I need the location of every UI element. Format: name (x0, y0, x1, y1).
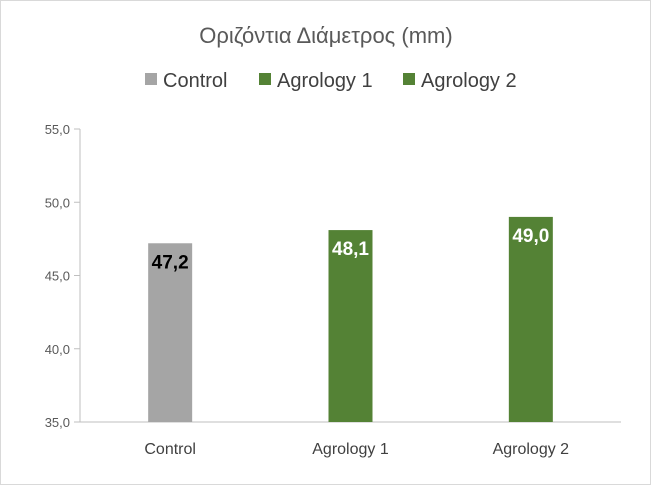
data-labels: 47,2 48,1 49,0 (152, 226, 550, 273)
data-label: 48,1 (332, 239, 369, 260)
y-tick-label: 35,0 (45, 415, 70, 430)
bar-agrology-2 (508, 216, 553, 422)
legend-label: Control (163, 70, 227, 92)
y-tick-label: 45,0 (45, 269, 70, 284)
legend-item: Control (145, 70, 227, 92)
y-tick-label: 40,0 (45, 342, 70, 357)
legend: Control Agrology 1 Agrology 2 (145, 70, 517, 92)
bar-control (148, 243, 193, 422)
x-tick-label: Control (144, 441, 196, 458)
data-label: 49,0 (512, 226, 549, 247)
legend-label: Agrology 2 (421, 70, 517, 92)
legend-swatch (259, 73, 271, 85)
legend-swatch (403, 73, 415, 85)
x-tick-label: Agrology 1 (312, 441, 389, 458)
legend-item: Agrology 2 (403, 70, 517, 92)
y-axis: 35,0 40,0 45,0 50,0 55,0 (45, 122, 81, 430)
legend-label: Agrology 1 (277, 70, 373, 92)
chart-title: Οριζόντια Διάμετρος (mm) (199, 23, 452, 48)
legend-swatch (145, 73, 157, 85)
bars (148, 216, 553, 422)
y-tick-label: 50,0 (45, 195, 70, 210)
x-axis: Control Agrology 1 Agrology 2 (80, 421, 621, 458)
bar-agrology-1 (328, 230, 373, 422)
y-tick-label: 55,0 (45, 122, 70, 137)
x-tick-label: Agrology 2 (493, 441, 570, 458)
legend-item: Agrology 1 (259, 70, 373, 92)
data-label: 47,2 (152, 252, 189, 273)
